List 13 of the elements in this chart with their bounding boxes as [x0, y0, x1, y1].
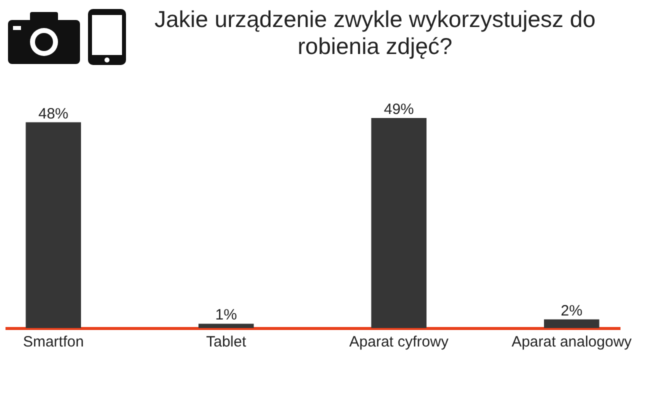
data-label: 1%	[215, 306, 237, 324]
data-label: 49%	[384, 101, 414, 118]
x-tick-label: Aparat analogowy	[512, 334, 632, 350]
bar	[198, 324, 254, 328]
bar	[544, 319, 600, 328]
chart-title: Jakie urządzenie zwykle wykorzystujesz do robienia zdjęć?	[153, 6, 596, 60]
data-label: 2%	[560, 302, 582, 320]
x-tick-label: Tablet	[206, 334, 247, 350]
data-label: 48%	[38, 105, 68, 122]
x-tick-label: Smartfon	[22, 334, 84, 350]
x-tick-label: Aparat cyfrowy	[349, 334, 449, 350]
bar	[26, 122, 82, 328]
bar	[371, 118, 427, 328]
